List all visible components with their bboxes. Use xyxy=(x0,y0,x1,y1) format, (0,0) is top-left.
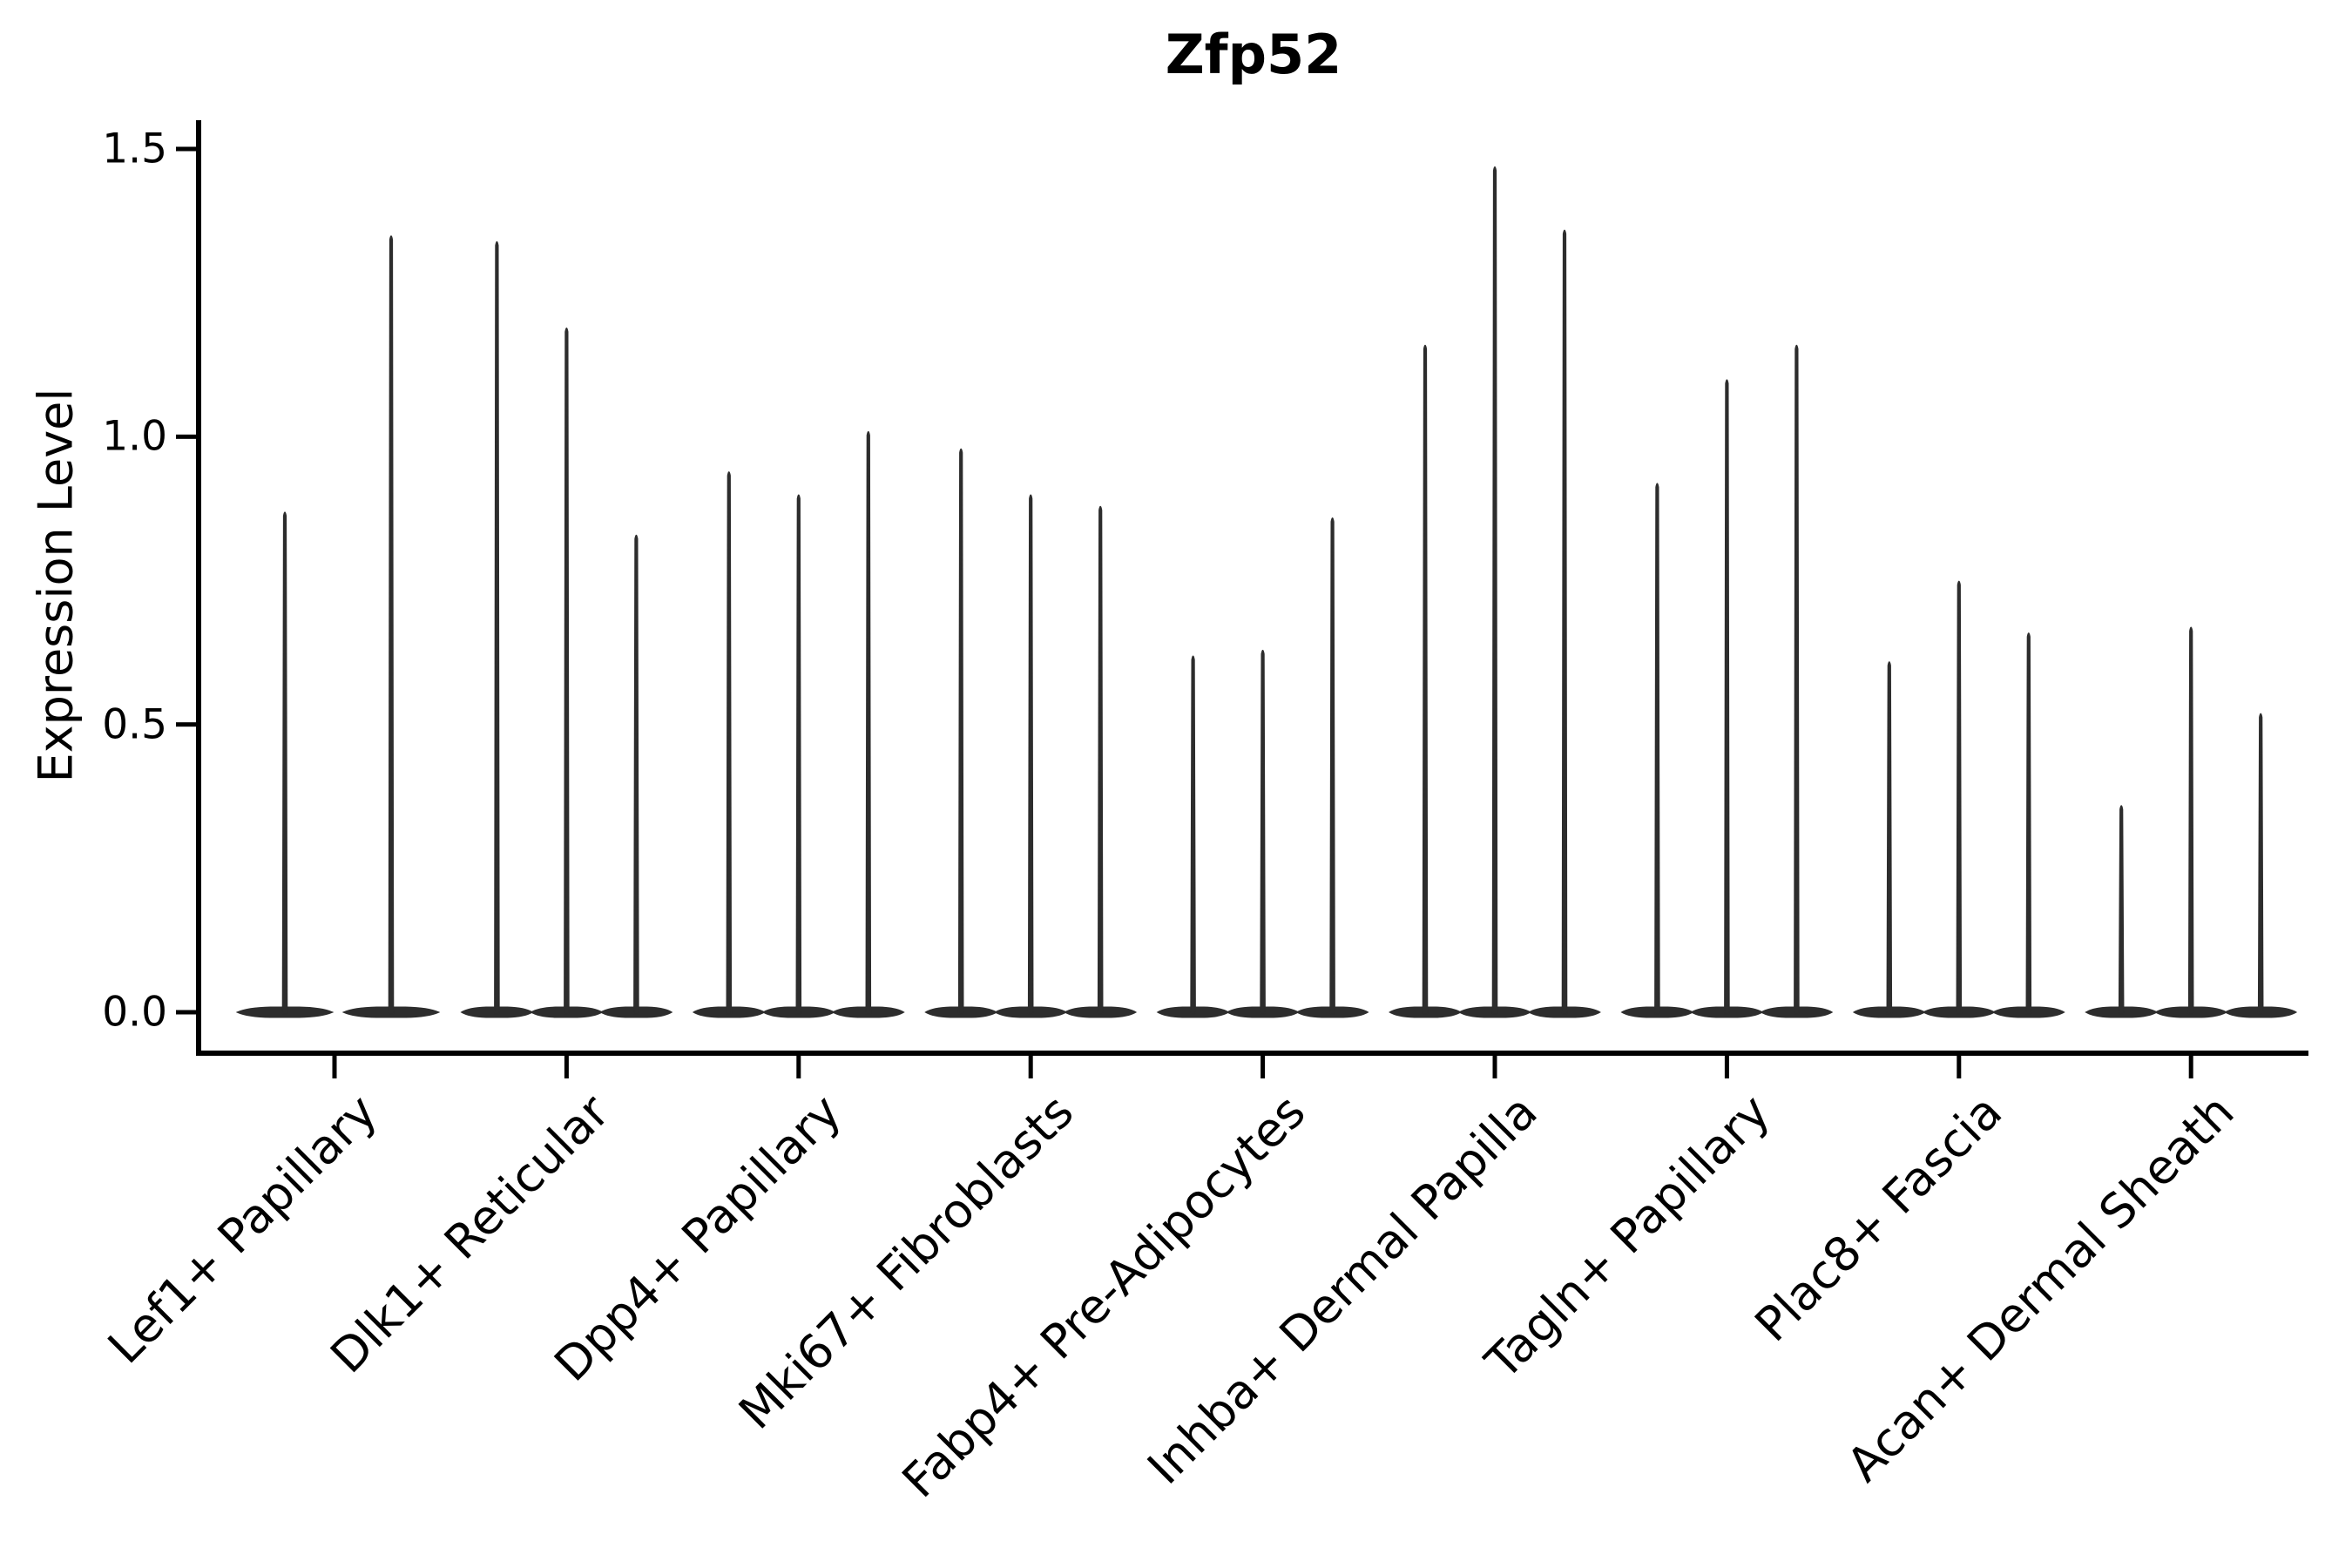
violin-spike xyxy=(1724,379,1730,1015)
x-tick xyxy=(2188,1056,2193,1078)
violin-spike xyxy=(633,534,639,1015)
y-tick xyxy=(176,434,199,439)
violin-spike xyxy=(1260,649,1266,1015)
y-tick xyxy=(176,1010,199,1015)
x-tick xyxy=(1260,1056,1266,1078)
violin-spike xyxy=(2118,805,2125,1015)
violin-spike xyxy=(726,471,733,1015)
violin-spike xyxy=(795,494,802,1015)
y-tick-label: 1.5 xyxy=(102,125,167,173)
y-axis-spine xyxy=(196,120,201,1056)
violin-spike xyxy=(1027,494,1034,1015)
violin-spike xyxy=(1097,505,1104,1015)
violin-spike xyxy=(1329,517,1335,1015)
x-axis-spine xyxy=(196,1051,2308,1056)
x-tick xyxy=(796,1056,801,1078)
violin-spike xyxy=(1654,483,1660,1015)
violin-spike xyxy=(564,327,570,1015)
violin-spike xyxy=(1422,344,1429,1015)
x-tick xyxy=(1724,1056,1729,1078)
violin-spike xyxy=(2025,632,2032,1015)
x-tick xyxy=(332,1056,337,1078)
violin-spike xyxy=(1794,344,1800,1015)
x-tick xyxy=(1492,1056,1497,1078)
x-tick xyxy=(1028,1056,1033,1078)
x-tick xyxy=(1957,1056,1962,1078)
violin-spike xyxy=(2257,713,2264,1015)
y-tick-label: 0.0 xyxy=(102,988,167,1037)
violin-spike xyxy=(494,240,500,1015)
chart-title: Zfp52 xyxy=(1165,23,1342,86)
violin-spike xyxy=(1886,661,1893,1015)
violin-spike xyxy=(1561,229,1568,1015)
violin-spike xyxy=(1190,655,1196,1015)
y-tick-label: 1.0 xyxy=(102,412,167,461)
violin-spike xyxy=(388,235,395,1015)
violin-spike xyxy=(1956,580,1963,1015)
violin-spike xyxy=(1491,166,1498,1015)
violin-spike xyxy=(281,511,288,1015)
x-tick xyxy=(564,1056,569,1078)
violin-spike xyxy=(2187,626,2194,1015)
y-tick xyxy=(176,146,199,152)
violin-spike xyxy=(865,430,872,1015)
violin-spike xyxy=(957,448,964,1015)
y-tick-label: 0.5 xyxy=(102,700,167,749)
y-tick xyxy=(176,722,199,727)
